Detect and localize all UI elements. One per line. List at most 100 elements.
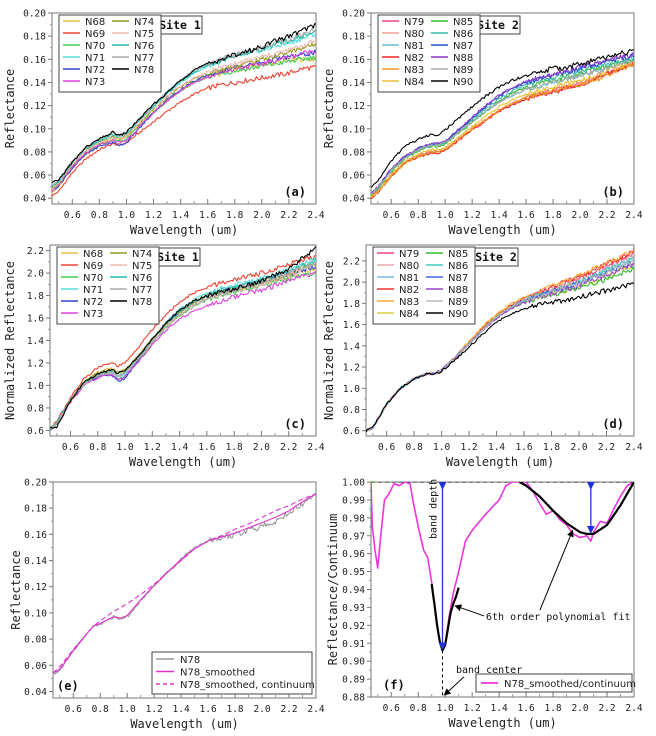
legend-box <box>151 651 313 695</box>
y-tick-label: 0.16 <box>24 530 47 541</box>
legend-label: N79 <box>404 17 424 28</box>
axes-frame <box>370 12 635 205</box>
legend-box <box>58 14 162 93</box>
polyfit-arrow <box>539 529 574 611</box>
y-tick-label: 1.4 <box>27 336 44 347</box>
plot-area <box>366 248 634 433</box>
series-line-6th-order-polynomial-fit-band-2- <box>518 482 634 536</box>
x-tick-label: 2.0 <box>253 704 270 715</box>
x-tick-label: 2.4 <box>625 703 642 714</box>
series-line-n85 <box>371 59 634 196</box>
x-tick-label: 1.8 <box>544 210 561 221</box>
x-tick-label: 1.4 <box>171 442 188 453</box>
y-tick-label: 0.8 <box>27 403 44 414</box>
y-tick-label: 0.06 <box>24 661 47 672</box>
band-center-arrow <box>443 676 465 696</box>
x-axis-label: Wavelength (um) <box>130 717 238 731</box>
y-tick-label: 2.2 <box>27 246 44 257</box>
y-tick-label: 0.20 <box>24 478 47 489</box>
series-line-n78 <box>53 493 316 675</box>
legend-label: N74 <box>134 17 154 28</box>
legend-label: N74 <box>132 249 152 260</box>
polyfit-label: 6th order polynomial fit <box>486 612 631 623</box>
x-tick-label: 2.2 <box>280 442 297 453</box>
y-tick-label: 1.6 <box>343 320 360 331</box>
x-tick-label: 1.6 <box>515 442 532 453</box>
legend-label: N70 <box>85 41 105 52</box>
x-tick-label: 0.6 <box>383 210 400 221</box>
x-tick-label: 2.4 <box>307 210 324 221</box>
y-tick-label: 0.6 <box>27 426 44 437</box>
x-tick-label: 2.2 <box>598 210 615 221</box>
legend-label: N75 <box>134 29 154 40</box>
x-tick-label: 2.4 <box>625 210 642 221</box>
x-tick-label: 2.4 <box>625 442 642 453</box>
legend-label: N68 <box>83 249 103 260</box>
y-tick-label: 1.4 <box>343 341 360 352</box>
legend-label: N78_smoothed <box>180 668 255 679</box>
panel-d: 0.6 0.8 1.0 1.2 1.4 1.6 1.8 2.0 2.2 0.6 0.8 1.0 1.2 1… <box>322 244 643 469</box>
x-tick-label: 1.6 <box>198 442 215 453</box>
y-axis-label: Normalized Reflectance <box>3 261 17 420</box>
legend-label: N85 <box>448 249 468 260</box>
legend-label: N75 <box>132 261 152 272</box>
y-tick-label: 0.14 <box>24 556 47 567</box>
x-tick-label: 0.8 <box>406 442 423 453</box>
series-line-n88 <box>371 52 634 195</box>
y-tick-label: 1.00 <box>342 478 365 489</box>
y-tick-label: 0.06 <box>23 171 46 182</box>
legend-label: N80 <box>404 29 424 40</box>
y-tick-label: 0.94 <box>342 585 365 596</box>
y-tick-label: 2.0 <box>343 278 360 289</box>
y-tick-label: 1.8 <box>27 291 44 302</box>
x-tick-label: 1.6 <box>518 703 535 714</box>
x-tick-label: 1.6 <box>518 210 535 221</box>
y-tick-label: 0.18 <box>24 504 47 515</box>
series-line-n83 <box>371 62 634 199</box>
series-line-n89 <box>366 259 634 432</box>
legend-label: N78 <box>134 65 154 76</box>
legend-label: N80 <box>399 261 419 272</box>
legend-label: N78 <box>132 297 152 308</box>
y-axis-label: Reflectance <box>9 550 23 629</box>
panel-c: 0.6 0.8 1.0 1.2 1.4 1.6 1.8 2.0 2.2 0.6 0.8 1.0 1.2 1… <box>3 244 325 469</box>
y-tick-label: 0.88 <box>342 693 365 704</box>
legend-label: N86 <box>448 261 468 272</box>
legend-label: N76 <box>134 41 154 52</box>
panel-a: 0.04 0.06 0.08 0.10 0.12 0.14 0.16 0.18 0.20 0.6 0… <box>3 9 325 238</box>
x-tick-label: 2.4 <box>307 704 324 715</box>
legend-box <box>377 14 481 93</box>
x-tick-label: 1.8 <box>543 442 560 453</box>
x-tick-label: 1.4 <box>491 703 508 714</box>
legend-label: N77 <box>132 285 152 296</box>
site-label: Site 2 <box>475 250 517 264</box>
y-tick-label: 0.12 <box>24 582 47 593</box>
y-tick-label: 0.92 <box>342 621 365 632</box>
series-line-n74 <box>50 262 316 430</box>
x-tick-label: 1.8 <box>226 210 243 221</box>
x-tick-label: 1.4 <box>173 704 190 715</box>
legend-label: N84 <box>404 77 424 88</box>
x-tick-label: 0.6 <box>378 442 395 453</box>
panel-f: 0.88 0.89 0.90 0.91 0.92 0.93 0.94 0.95 0.96 0.97… <box>326 478 643 731</box>
y-tick-label: 1.6 <box>27 314 44 325</box>
panel-b: 0.04 0.06 0.08 0.10 0.12 0.14 0.16 0.18 0.20 0.6 0… <box>322 9 643 238</box>
x-tick-label: 2.0 <box>253 210 270 221</box>
panel-label: (d) <box>602 417 624 431</box>
x-axis-label: Wavelength (um) <box>130 223 238 237</box>
legend-box <box>372 246 476 325</box>
y-tick-label: 0.04 <box>342 194 365 205</box>
y-tick-label: 0.6 <box>343 426 360 437</box>
x-tick-label: 0.6 <box>65 704 82 715</box>
x-tick-label: 1.2 <box>146 704 163 715</box>
legend-label: N85 <box>453 17 473 28</box>
y-tick-label: 0.04 <box>24 687 47 698</box>
legend-label: N78_smoothed, continuum <box>180 680 315 691</box>
x-tick-label: 1.8 <box>544 703 561 714</box>
series-line-n78-smoothed-continuum <box>53 493 316 674</box>
y-tick-label: 0.08 <box>24 635 47 646</box>
legend-label: N78 <box>180 655 200 666</box>
y-tick-label: 1.2 <box>343 363 360 374</box>
y-tick-label: 0.20 <box>342 9 365 20</box>
